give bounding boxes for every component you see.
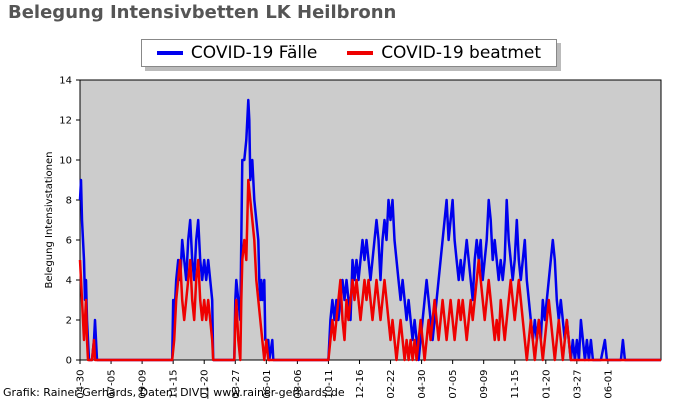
x-tick-label: 04-30 bbox=[76, 370, 87, 399]
x-tick-label: 06-01 bbox=[603, 370, 614, 399]
legend-item-beatmet: COVID-19 beatmet bbox=[347, 43, 541, 63]
y-tick-label: 2 bbox=[66, 316, 72, 327]
x-axis: 04-30 07-05 09-09 11-15 01-20 03-27 06-01 08-06… bbox=[76, 360, 614, 399]
y-tick-label: 6 bbox=[66, 236, 72, 247]
legend-item-faelle: COVID-19 Fälle bbox=[156, 43, 318, 63]
y-axis-title: Belegung Intensivstationen bbox=[44, 151, 55, 288]
x-tick-label: 03-27 bbox=[231, 370, 242, 399]
x-tick-label: 09-09 bbox=[138, 370, 149, 399]
y-tick-label: 10 bbox=[59, 156, 72, 167]
x-tick-label: 10-11 bbox=[324, 370, 335, 399]
x-tick-label: 08-06 bbox=[293, 370, 304, 399]
x-tick-label: 01-20 bbox=[541, 370, 552, 399]
legend-label-faelle: COVID-19 Fälle bbox=[190, 43, 318, 63]
legend-label-beatmet: COVID-19 beatmet bbox=[381, 43, 542, 63]
y-tick-label: 8 bbox=[66, 196, 72, 207]
x-tick-label: 07-05 bbox=[107, 370, 118, 399]
chart-title: Belegung Intensivbetten LK Heilbronn bbox=[8, 2, 397, 23]
x-tick-label: 03-27 bbox=[572, 370, 583, 399]
x-tick-label: 01-20 bbox=[200, 370, 211, 399]
y-tick-label: 14 bbox=[59, 76, 72, 87]
x-tick-label: 11-15 bbox=[510, 370, 521, 399]
plot-area bbox=[79, 79, 662, 361]
y-tick-label: 4 bbox=[66, 276, 72, 287]
x-tick-label: 06-01 bbox=[262, 370, 273, 399]
x-tick-label: 12-16 bbox=[355, 370, 366, 399]
legend-swatch-faelle bbox=[156, 51, 183, 55]
x-tick-label: 09-09 bbox=[479, 370, 490, 399]
x-tick-label: 11-15 bbox=[169, 370, 180, 399]
y-tick-label: 0 bbox=[66, 356, 72, 367]
x-tick-label: 02-22 bbox=[386, 370, 397, 399]
series-line-beatmet bbox=[78, 178, 661, 362]
x-tick-label: 04-30 bbox=[417, 370, 428, 399]
y-axis: 0 2 4 6 8 10 12 14 bbox=[59, 76, 80, 367]
legend-swatch-beatmet bbox=[347, 51, 374, 55]
y-tick-label: 12 bbox=[59, 116, 72, 127]
legend: COVID-19 Fälle COVID-19 beatmet bbox=[141, 39, 557, 67]
source-credit: Grafik: Rainer Gerhards, Daten: DIVI | w… bbox=[3, 386, 345, 399]
x-tick-label: 07-05 bbox=[448, 370, 459, 399]
series-group bbox=[78, 98, 661, 362]
